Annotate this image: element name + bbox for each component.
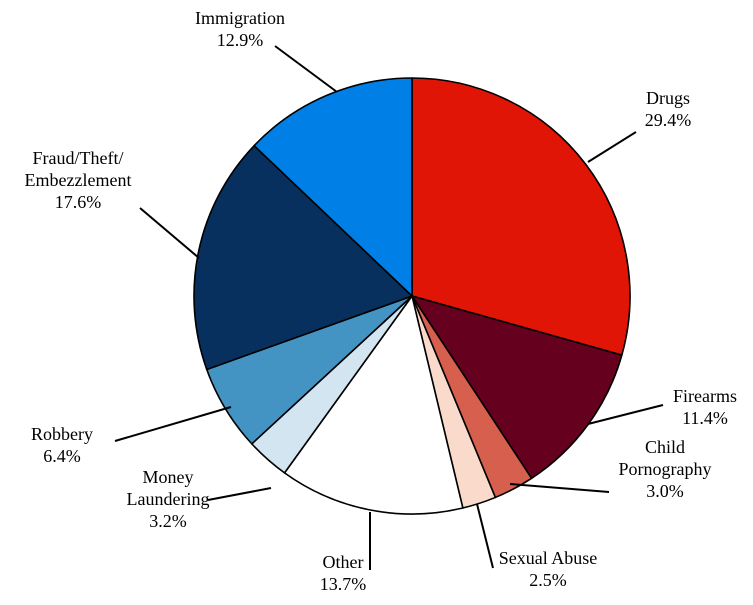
leader-line <box>139 207 200 259</box>
leader-line <box>476 503 494 569</box>
leader-lines <box>114 45 664 570</box>
slice-value-label: 11.4% <box>682 408 728 428</box>
slice-value-label: 6.4% <box>43 446 81 466</box>
slice-category-label: Fraud/Theft/ <box>33 148 124 168</box>
leader-line <box>587 131 637 163</box>
slice-category-label: Immigration <box>195 8 285 28</box>
slice-category-label: Money <box>143 467 194 487</box>
slice-category-label: Sexual Abuse <box>499 548 598 568</box>
pie-slice-other <box>283 295 464 515</box>
pie-slices <box>193 77 631 515</box>
slice-category-label: Pornography <box>619 459 712 479</box>
leader-line <box>587 404 664 425</box>
slice-category-label: Laundering <box>127 489 210 509</box>
slice-value-label: 3.2% <box>149 511 187 531</box>
slice-value-label: 13.7% <box>320 574 367 594</box>
leader-line <box>509 483 610 493</box>
pie-slice-drugs <box>411 77 631 356</box>
leader-line <box>207 487 272 501</box>
slice-category-label: Robbery <box>31 424 93 444</box>
slice-value-label: 17.6% <box>55 192 102 212</box>
leader-line <box>114 406 232 442</box>
slice-value-label: 3.0% <box>646 481 684 501</box>
slice-category-label: Other <box>323 552 364 572</box>
slice-category-label: Drugs <box>646 88 690 108</box>
slice-value-label: 29.4% <box>645 110 692 130</box>
pie-slice-firearms <box>411 295 623 480</box>
slice-category-label: Child <box>645 437 685 457</box>
slice-value-label: 12.9% <box>217 30 264 50</box>
slice-category-label: Firearms <box>673 386 737 406</box>
slice-labels: Drugs29.4%Firearms11.4%ChildPornography3… <box>25 8 737 594</box>
leader-line <box>274 45 338 93</box>
pie-slice-immigration <box>253 77 413 297</box>
slice-category-label: Embezzlement <box>25 170 132 190</box>
slice-value-label: 2.5% <box>529 570 567 590</box>
pie-slice-fraud-theft-embezzlement <box>193 144 413 371</box>
